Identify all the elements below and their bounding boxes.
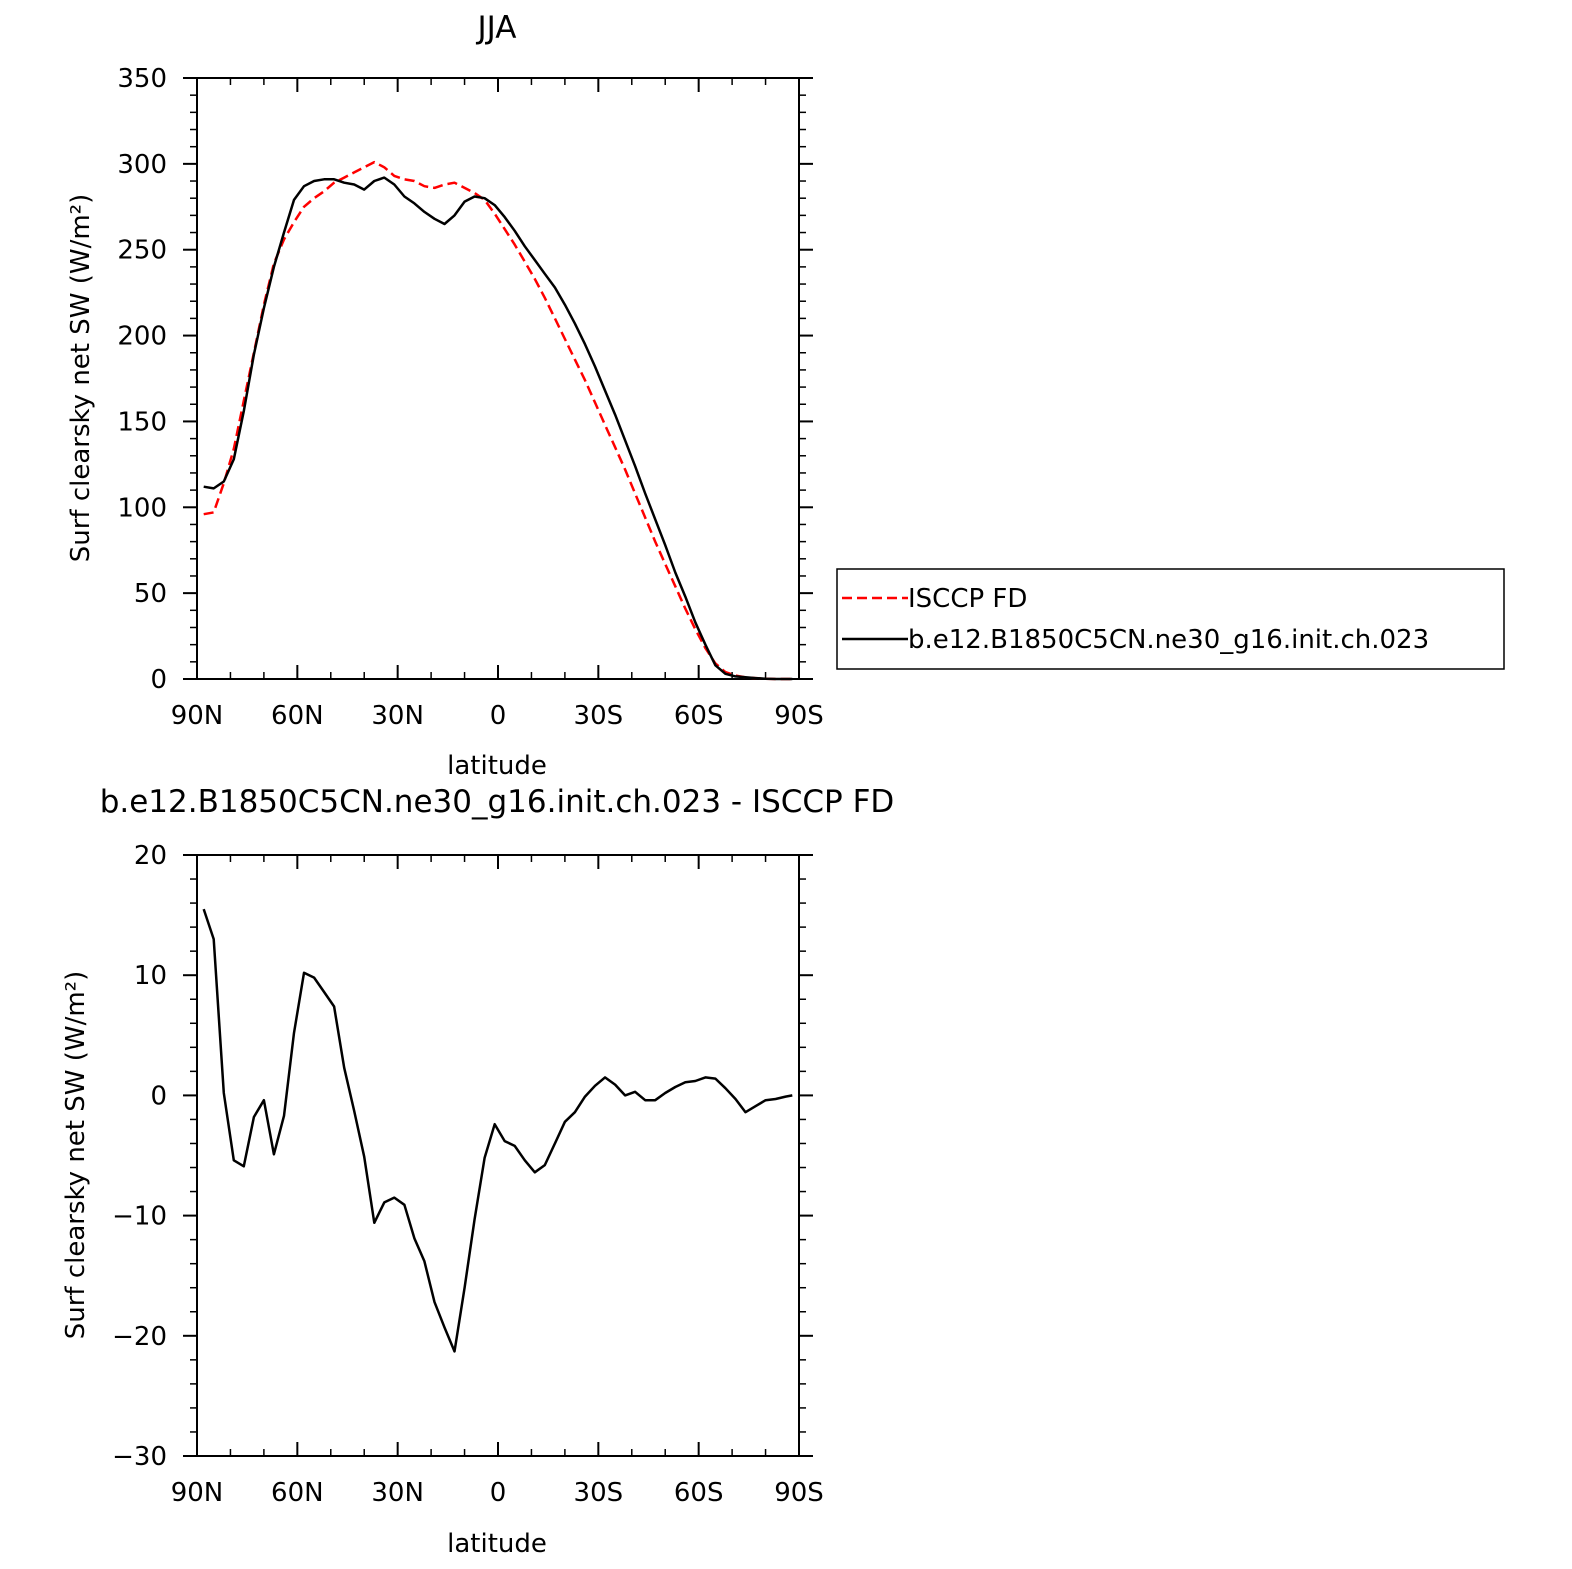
y-tick-label: 10 (134, 961, 167, 991)
x-tick-label: 60N (271, 701, 324, 731)
bottom-chart: b.e12.B1850C5CN.ne30_g16.init.ch.023 - I… (61, 784, 894, 1559)
y-tick-label: 100 (117, 493, 167, 523)
y-tick-label: 250 (117, 236, 167, 266)
x-tick-label: 60N (271, 1478, 324, 1508)
plot-frame (196, 854, 800, 1457)
top-axes: 90N 60N 30N 0 30S 60S 90S 0 50 100 150 200 250 300 350 (117, 64, 823, 731)
x-tick-label: 90S (774, 701, 824, 731)
y-tick-label: 20 (134, 841, 167, 871)
legend-label-model: b.e12.B1850C5CN.ne30_g16.init.ch.023 (908, 625, 1429, 655)
series-line-obs (203, 160, 793, 681)
x-tick-label: 0 (490, 1478, 507, 1508)
legend: ISCCP FD b.e12.B1850C5CN.ne30_g16.init.c… (836, 568, 1505, 670)
x-tick-label: 30S (574, 1478, 624, 1508)
top-chart: JJA 90N 60N 30N 0 30S 60S 90S 0 50 100 150 200 250 30… (66, 10, 824, 781)
y-tick-label: −20 (112, 1322, 167, 1352)
bottom-series-group (202, 908, 793, 1353)
legend-label-obs: ISCCP FD (908, 584, 1027, 614)
x-tick-label: 0 (490, 701, 507, 731)
x-tick-label: 90S (774, 1478, 824, 1508)
y-tick-label: 350 (117, 64, 167, 94)
x-tick-label: 90N (171, 701, 224, 731)
x-tick-label: 30N (371, 1478, 424, 1508)
x-axis-label: latitude (447, 1529, 547, 1559)
y-tick-label: 150 (117, 407, 167, 437)
y-axis-label: Surf clearsky net SW (W/m²) (61, 971, 91, 1339)
legend-box (836, 568, 1505, 670)
x-tick-label: 30S (574, 701, 624, 731)
x-tick-label: 60S (674, 701, 724, 731)
y-axis-label: Surf clearsky net SW (W/m²) (66, 194, 96, 562)
y-tick-label: 0 (150, 1081, 167, 1111)
x-tick-label: 90N (171, 1478, 224, 1508)
series-line-model (203, 176, 793, 681)
x-tick-label: 60S (674, 1478, 724, 1508)
y-tick-label: −10 (112, 1202, 167, 1232)
y-tick-label: 300 (117, 150, 167, 180)
chart-title: b.e12.B1850C5CN.ne30_g16.init.ch.023 - I… (100, 784, 895, 820)
y-tick-label: 0 (150, 665, 167, 695)
y-tick-label: 50 (134, 579, 167, 609)
x-tick-label: 30N (371, 701, 424, 731)
bottom-axes: 90N 60N 30N 0 30S 60S 90S −30 −20 −10 0 10 20 (112, 841, 824, 1508)
top-series-group (203, 160, 793, 681)
y-tick-label: −30 (112, 1442, 167, 1472)
plot-frame (196, 77, 800, 680)
x-axis-label: latitude (447, 751, 547, 781)
chart-title: JJA (476, 10, 517, 46)
series-line-difference (202, 908, 793, 1353)
y-tick-label: 200 (117, 322, 167, 352)
